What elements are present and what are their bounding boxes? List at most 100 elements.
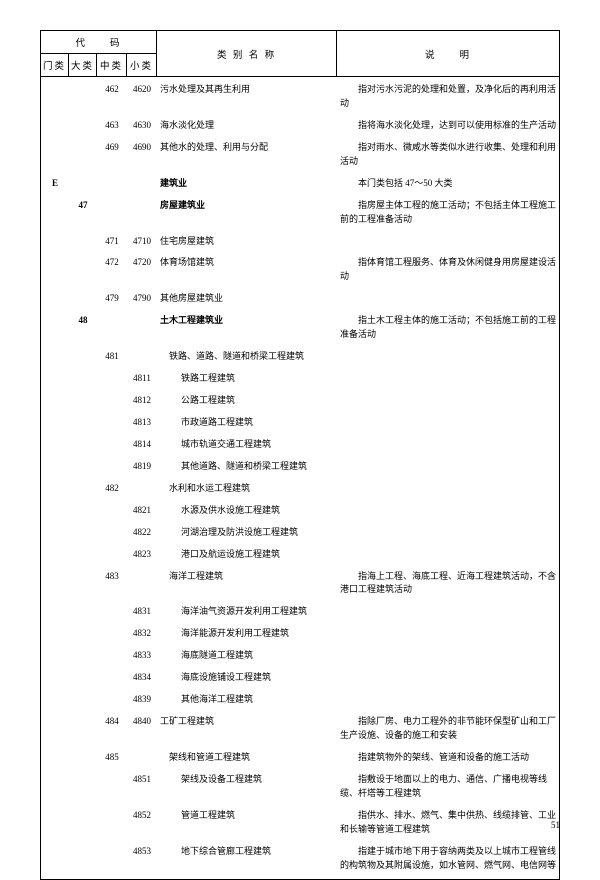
header-desc: 说 明 bbox=[337, 31, 560, 77]
cell-da bbox=[69, 691, 97, 709]
cell-desc: 本门类包括 47～50 大类 bbox=[337, 175, 559, 193]
cell-desc bbox=[337, 647, 559, 665]
cell-xiao: 4832 bbox=[127, 625, 157, 643]
cell-xiao: 4851 bbox=[127, 771, 157, 803]
table-row: 4831海洋油气资源开发利用工程建筑 bbox=[41, 601, 559, 623]
table-row: 4834海底设施铺设工程建筑 bbox=[41, 667, 559, 689]
cell-men bbox=[41, 458, 69, 476]
table-row: 483海洋工程建筑 指海上工程、海底工程、近海工程建筑活动，不含港口工程建筑活动 bbox=[41, 566, 559, 602]
table-header: 代 码 类 别 名 称 说 明 门类 大类 中类 小类 bbox=[41, 31, 560, 77]
table-row: 481 铁路、道路、隧道和桥梁工程建筑 bbox=[41, 346, 559, 368]
cell-men bbox=[41, 414, 69, 432]
cell-xiao: 4822 bbox=[127, 524, 157, 542]
cell-xiao: 4790 bbox=[127, 290, 157, 308]
cell-da bbox=[69, 254, 97, 286]
cell-men bbox=[41, 233, 69, 251]
cell-xiao bbox=[127, 749, 157, 767]
cell-name: 工矿工程建筑 bbox=[157, 713, 337, 745]
table-row: 4844840工矿工程建筑 指除厂房、电力工程外的非节能环保型矿山和工厂生产设施… bbox=[41, 711, 559, 747]
cell-men bbox=[41, 691, 69, 709]
table-body: 4624620污水处理及其再生利用 指对污水污泥的处理和处置，及净化后的再利用活… bbox=[41, 77, 559, 879]
cell-men bbox=[41, 290, 69, 308]
cell-xiao: 4853 bbox=[127, 843, 157, 875]
cell-zhong: 463 bbox=[97, 117, 127, 135]
cell-men bbox=[41, 713, 69, 745]
cell-name: 海洋能源开发利用工程建筑 bbox=[157, 625, 337, 643]
header-da: 大类 bbox=[69, 54, 97, 77]
cell-xiao: 4819 bbox=[127, 458, 157, 476]
cell-zhong: 481 bbox=[97, 348, 127, 366]
cell-desc bbox=[337, 392, 559, 410]
cell-desc: 指体育馆工程服务、体育及休闲健身用房屋建设活动 bbox=[337, 254, 559, 286]
cell-zhong bbox=[97, 843, 127, 875]
cell-name: 海洋工程建筑 bbox=[157, 568, 337, 600]
cell-xiao bbox=[127, 348, 157, 366]
table-row: E建筑业 本门类包括 47～50 大类 bbox=[41, 173, 559, 195]
cell-xiao bbox=[127, 568, 157, 600]
cell-desc: 指除厂房、电力工程外的非节能环保型矿山和工厂生产设施、设备的施工和安装 bbox=[337, 713, 559, 745]
cell-name: 水利和水运工程建筑 bbox=[157, 480, 337, 498]
cell-xiao: 4812 bbox=[127, 392, 157, 410]
classification-table: 代 码 类 别 名 称 说 明 门类 大类 中类 小类 4624620污水处理及… bbox=[40, 30, 560, 880]
cell-name: 房屋建筑业 bbox=[157, 197, 337, 229]
cell-zhong: 485 bbox=[97, 749, 127, 767]
cell-zhong bbox=[97, 502, 127, 520]
cell-da bbox=[69, 81, 97, 113]
cell-name: 体育场馆建筑 bbox=[157, 254, 337, 286]
cell-da bbox=[69, 771, 97, 803]
cell-xiao bbox=[127, 312, 157, 344]
cell-name: 污水处理及其再生利用 bbox=[157, 81, 337, 113]
header-zhong: 中类 bbox=[97, 54, 127, 77]
cell-zhong: 471 bbox=[97, 233, 127, 251]
cell-desc bbox=[337, 233, 559, 251]
table-row: 4724720体育场馆建筑 指体育馆工程服务、体育及休闲健身用房屋建设活动 bbox=[41, 252, 559, 288]
cell-xiao: 4852 bbox=[127, 807, 157, 839]
cell-zhong bbox=[97, 392, 127, 410]
cell-men bbox=[41, 647, 69, 665]
cell-men bbox=[41, 807, 69, 839]
cell-name: 其他海洋工程建筑 bbox=[157, 691, 337, 709]
cell-da bbox=[69, 502, 97, 520]
cell-zhong bbox=[97, 458, 127, 476]
cell-da bbox=[69, 843, 97, 875]
cell-zhong: 472 bbox=[97, 254, 127, 286]
cell-desc bbox=[337, 546, 559, 564]
cell-zhong bbox=[97, 524, 127, 542]
cell-zhong bbox=[97, 647, 127, 665]
cell-da bbox=[69, 480, 97, 498]
table-row: 4832海洋能源开发利用工程建筑 bbox=[41, 623, 559, 645]
cell-da bbox=[69, 436, 97, 454]
cell-name: 管道工程建筑 bbox=[157, 807, 337, 839]
cell-da bbox=[69, 458, 97, 476]
cell-zhong bbox=[97, 603, 127, 621]
table-row: 485架线和管道工程建筑 指建筑物外的架线、管道和设备的施工活动 bbox=[41, 747, 559, 769]
cell-men bbox=[41, 81, 69, 113]
cell-men bbox=[41, 480, 69, 498]
cell-desc bbox=[337, 502, 559, 520]
table-row: 4714710住宅房屋建筑 bbox=[41, 231, 559, 253]
cell-da bbox=[69, 807, 97, 839]
cell-da bbox=[69, 603, 97, 621]
cell-zhong bbox=[97, 771, 127, 803]
table-row: 4853地下综合管廊工程建筑 指建于城市地下用于容纳两类及以上城市工程管线的构筑… bbox=[41, 841, 559, 877]
cell-da bbox=[69, 117, 97, 135]
cell-xiao bbox=[127, 175, 157, 193]
table-row: 4794790其他房屋建筑业 bbox=[41, 288, 559, 310]
cell-desc: 指对污水污泥的处理和处置，及净化后的再利用活动 bbox=[337, 81, 559, 113]
cell-men bbox=[41, 568, 69, 600]
cell-da bbox=[69, 524, 97, 542]
cell-name: 土木工程建筑业 bbox=[157, 312, 337, 344]
cell-da bbox=[69, 669, 97, 687]
cell-da: 47 bbox=[69, 197, 97, 229]
cell-xiao: 4814 bbox=[127, 436, 157, 454]
table-row: 4814城市轨道交通工程建筑 bbox=[41, 434, 559, 456]
cell-name: 架线和管道工程建筑 bbox=[157, 749, 337, 767]
header-name: 类 别 名 称 bbox=[157, 31, 337, 77]
cell-xiao: 4720 bbox=[127, 254, 157, 286]
cell-zhong: 479 bbox=[97, 290, 127, 308]
header-code-group: 代 码 bbox=[41, 31, 157, 54]
cell-da bbox=[69, 713, 97, 745]
cell-zhong bbox=[97, 175, 127, 193]
cell-name: 铁路、道路、隧道和桥梁工程建筑 bbox=[157, 348, 337, 366]
cell-xiao: 4620 bbox=[127, 81, 157, 113]
